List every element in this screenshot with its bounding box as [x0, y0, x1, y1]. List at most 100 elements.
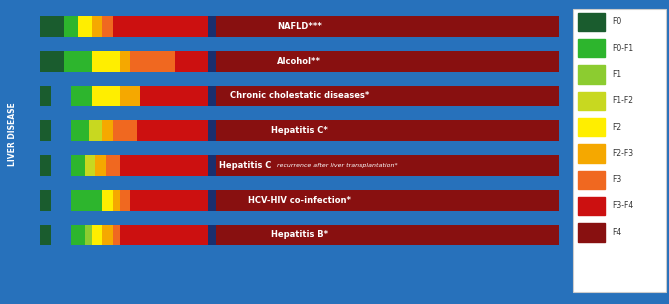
Text: F3: F3	[612, 175, 622, 184]
Bar	[72, 190, 102, 211]
Bar	[578, 118, 605, 136]
Text: Hepatitis C*: Hepatitis C*	[271, 126, 328, 135]
Bar	[208, 155, 217, 176]
Bar	[578, 39, 605, 57]
Bar	[217, 155, 559, 176]
Bar	[217, 190, 559, 211]
Bar	[64, 51, 78, 72]
Bar	[578, 92, 605, 110]
Bar	[137, 120, 208, 141]
Bar	[144, 155, 208, 176]
Bar	[578, 65, 605, 84]
Bar	[40, 51, 44, 72]
Bar	[47, 120, 52, 141]
Bar	[52, 16, 64, 37]
Text: F0: F0	[612, 17, 622, 26]
Bar	[120, 85, 140, 106]
Bar	[44, 16, 47, 37]
Bar	[78, 51, 92, 72]
Bar	[130, 51, 175, 72]
Text: Hepatitis B*: Hepatitis B*	[271, 230, 328, 240]
Bar	[208, 225, 217, 245]
Bar	[217, 120, 559, 141]
Bar	[175, 51, 208, 72]
Bar	[120, 51, 130, 72]
Bar	[40, 190, 44, 211]
Bar	[217, 51, 559, 72]
Bar	[44, 85, 47, 106]
Bar	[102, 225, 113, 245]
Bar	[208, 51, 217, 72]
Bar	[113, 16, 208, 37]
Bar	[208, 120, 217, 141]
Bar	[96, 155, 106, 176]
Bar	[578, 144, 605, 163]
Bar	[40, 225, 44, 245]
Bar	[64, 16, 78, 37]
Bar	[44, 120, 47, 141]
Text: F2: F2	[612, 123, 621, 132]
Bar	[40, 155, 44, 176]
Bar	[78, 16, 92, 37]
Bar	[102, 120, 113, 141]
Bar	[217, 225, 559, 245]
Bar	[47, 155, 52, 176]
Bar	[578, 223, 605, 241]
Bar	[44, 190, 47, 211]
Bar	[113, 190, 120, 211]
X-axis label: LIVER STIFFNESS (kPa): LIVER STIFFNESS (kPa)	[246, 274, 353, 283]
Bar	[72, 120, 88, 141]
Bar	[72, 225, 85, 245]
Bar	[92, 85, 120, 106]
Bar	[52, 51, 64, 72]
Bar	[92, 225, 102, 245]
Bar	[208, 85, 217, 106]
Text: recurrence after liver transplantation*: recurrence after liver transplantation*	[275, 163, 398, 168]
Bar	[72, 155, 85, 176]
Bar	[44, 155, 47, 176]
Bar	[47, 85, 52, 106]
Text: Chronic cholestatic diseases*: Chronic cholestatic diseases*	[229, 92, 369, 101]
Bar	[40, 85, 44, 106]
Bar	[120, 190, 130, 211]
Text: LIVER DISEASE: LIVER DISEASE	[7, 102, 17, 166]
Text: F0-F1: F0-F1	[612, 44, 633, 53]
Text: F4: F4	[612, 228, 622, 237]
Bar	[161, 85, 208, 106]
Bar	[120, 225, 208, 245]
Text: HCV-HIV co-infection*: HCV-HIV co-infection*	[248, 196, 351, 205]
Bar	[85, 155, 96, 176]
Text: F3-F4: F3-F4	[612, 201, 634, 210]
Text: F1: F1	[612, 70, 621, 79]
Bar	[47, 16, 52, 37]
Text: NAFLD***: NAFLD***	[277, 22, 322, 31]
Bar	[92, 16, 102, 37]
Bar	[92, 51, 120, 72]
Bar	[113, 225, 120, 245]
Bar	[113, 120, 137, 141]
Bar	[47, 190, 52, 211]
Bar	[40, 16, 44, 37]
Text: F1-F2: F1-F2	[612, 96, 633, 105]
Bar	[47, 225, 52, 245]
Bar	[208, 16, 217, 37]
Bar	[44, 51, 47, 72]
Bar	[102, 16, 113, 37]
Text: Hepatitis C: Hepatitis C	[219, 161, 272, 170]
Bar	[140, 85, 161, 106]
Bar	[102, 190, 113, 211]
Bar	[578, 13, 605, 31]
Bar	[217, 85, 559, 106]
Text: Alcohol**: Alcohol**	[278, 57, 321, 66]
Bar	[217, 16, 559, 37]
Bar	[120, 155, 144, 176]
Bar	[106, 155, 120, 176]
Bar	[47, 51, 52, 72]
Text: F2-F3: F2-F3	[612, 149, 633, 158]
Bar	[578, 171, 605, 189]
Bar	[40, 120, 44, 141]
Bar	[208, 190, 217, 211]
Bar	[88, 120, 102, 141]
Bar	[44, 225, 47, 245]
Bar	[578, 197, 605, 215]
